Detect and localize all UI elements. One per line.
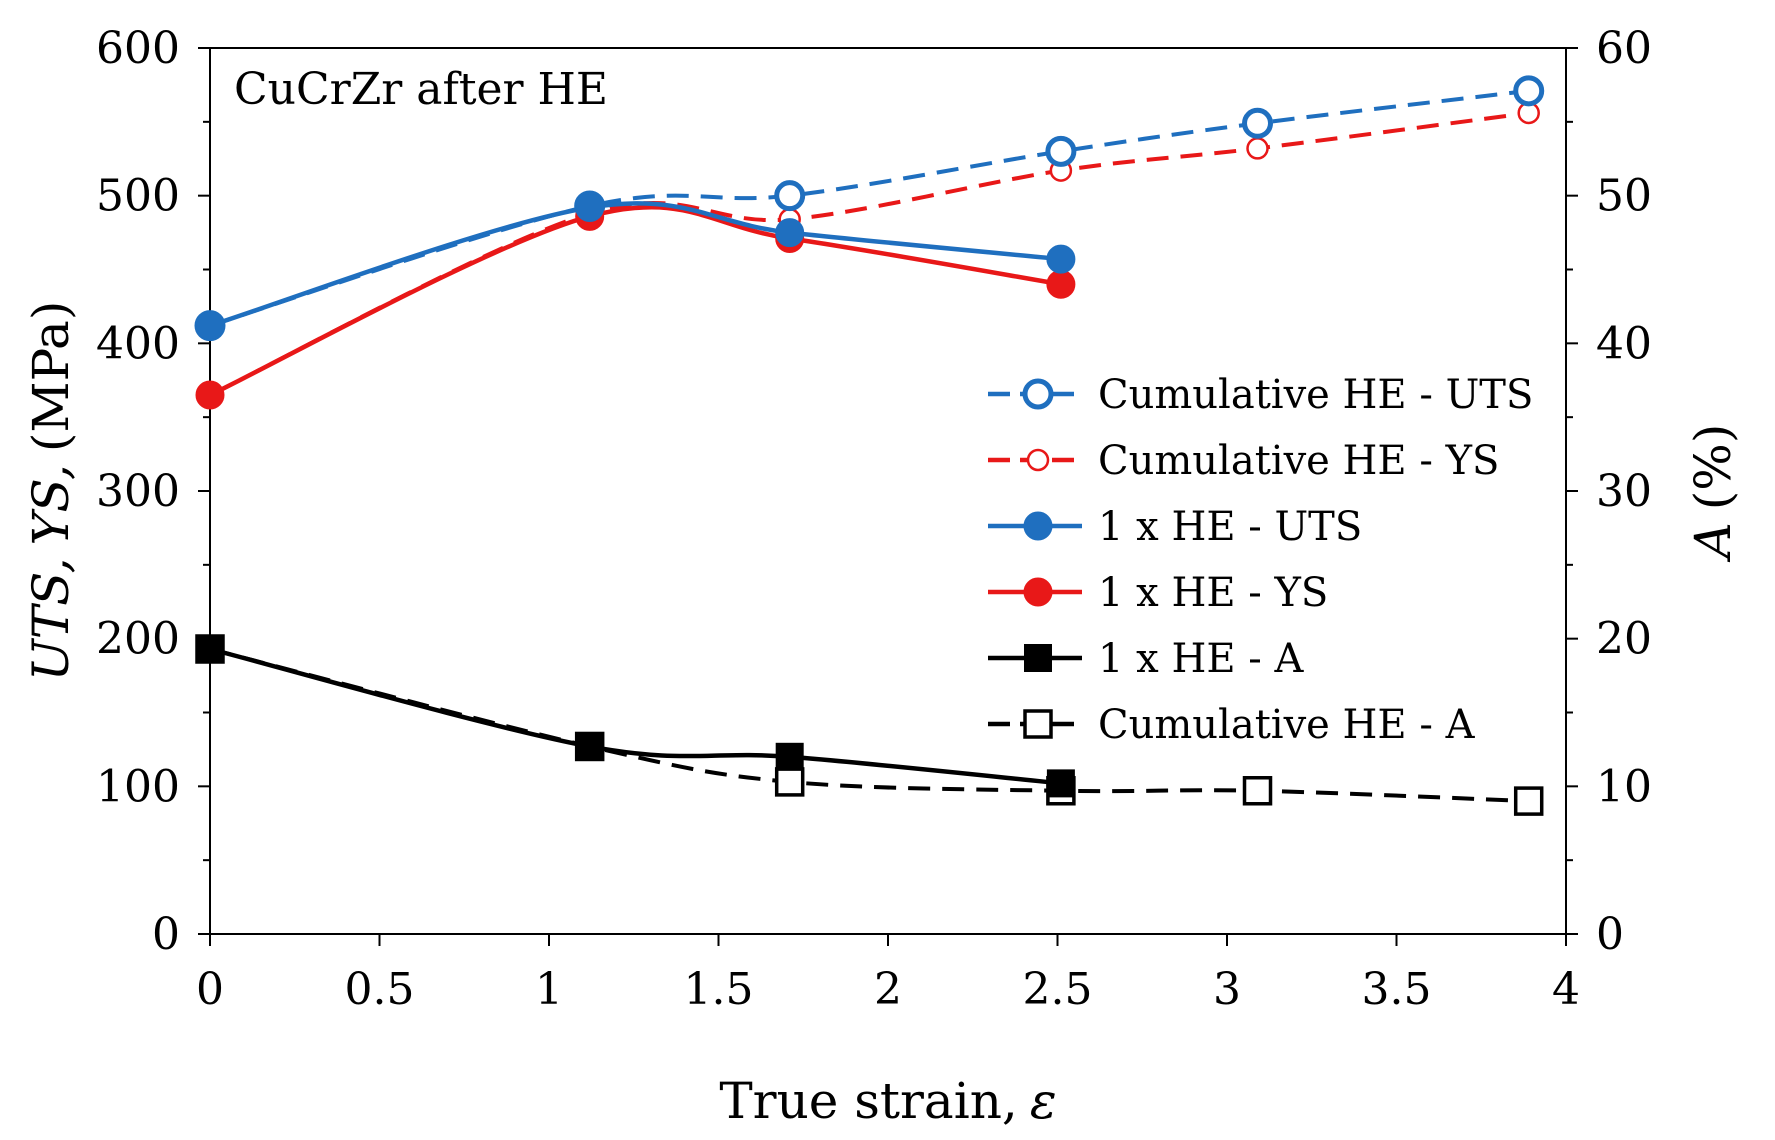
data-point	[774, 767, 805, 797]
x-tick-label: 2	[874, 964, 902, 1015]
data-point	[1242, 776, 1273, 806]
y-left-tick-label: 100	[96, 761, 180, 812]
y-right-tick-label: 40	[1596, 318, 1652, 369]
y-right-tick-label: 50	[1596, 171, 1652, 222]
y-right-tick-label: 60	[1596, 23, 1652, 74]
x-tick-label: 3	[1213, 964, 1241, 1015]
legend-label: 1 x HE - YS	[1098, 570, 1328, 616]
legend-item: Cumulative HE - UTS	[988, 372, 1533, 418]
data-point	[1246, 137, 1269, 160]
data-point	[1046, 269, 1076, 299]
x-tick-label: 2.5	[1023, 964, 1093, 1015]
series-1	[198, 101, 1540, 407]
legend-marker	[1022, 378, 1054, 410]
data-point	[196, 635, 224, 664]
x-tick-label: 4	[1552, 964, 1580, 1015]
y-left-title-unit: (MPa)	[22, 301, 80, 452]
legend-item: 1 x HE - A	[988, 636, 1304, 682]
x-tick-label: 0.5	[345, 964, 415, 1015]
x-axis-title-text: True strain,	[719, 1072, 1018, 1130]
y-right-tick-label: 20	[1596, 614, 1652, 665]
data-point	[195, 311, 225, 341]
data-point	[195, 380, 225, 410]
data-point	[1513, 786, 1544, 816]
legend-item: Cumulative HE - A	[988, 702, 1476, 748]
series-line	[209, 201, 1062, 328]
legend-label: Cumulative HE - YS	[1098, 438, 1499, 484]
x-tick-label: 3.5	[1362, 964, 1432, 1015]
legend-item: 1 x HE - UTS	[988, 504, 1362, 550]
data-point	[774, 180, 806, 212]
data-point	[1046, 769, 1075, 798]
y-right-title-unit: (%)	[1684, 424, 1742, 511]
data-point	[775, 742, 804, 771]
y-right-tick-label: 10	[1596, 761, 1652, 812]
y-left-tick-label: 300	[96, 466, 180, 517]
data-point	[1046, 244, 1076, 274]
x-axis-title: True strain, ε	[719, 1072, 1056, 1130]
x-tick-label: 1.5	[684, 964, 754, 1015]
y-left-tick-label: 600	[96, 23, 180, 74]
x-tick-label: 1	[535, 964, 563, 1015]
data-point	[575, 732, 604, 761]
series-3	[195, 201, 1076, 410]
data-point	[775, 218, 805, 248]
series-line	[209, 646, 1062, 786]
legend-item: 1 x HE - YS	[988, 570, 1328, 616]
series-2	[195, 192, 1076, 341]
y-left-title-uts: UTS,	[22, 557, 80, 681]
legend-label: 1 x HE - UTS	[1098, 504, 1362, 550]
series-line	[209, 88, 1529, 328]
y-left-tick-label: 400	[96, 318, 180, 369]
data-point	[1242, 107, 1274, 139]
legend: Cumulative HE - UTS Cumulative HE - YS 1 x…	[988, 372, 1533, 748]
data-point	[575, 192, 605, 222]
y-right-tick-label: 0	[1596, 909, 1624, 960]
x-axis-title-symbol: ε	[1030, 1072, 1057, 1130]
legend-marker	[1023, 511, 1053, 541]
y-left-tick-label: 200	[96, 614, 180, 665]
data-point	[1045, 135, 1077, 167]
y-left-title-ys: YS,	[22, 464, 80, 545]
y-right-title-a: A	[1684, 522, 1742, 562]
chart-annotation: CuCrZr after HE	[234, 64, 608, 115]
x-tick-label: 0	[196, 964, 224, 1015]
series-line	[209, 110, 1529, 397]
legend-marker	[1026, 448, 1050, 472]
legend-marker	[1024, 644, 1052, 672]
legend-label: 1 x HE - A	[1098, 636, 1304, 682]
y-left-tick-label: 500	[96, 171, 180, 222]
legend-marker	[1023, 709, 1053, 739]
y-right-axis-title: A (%)	[1684, 424, 1742, 563]
data-point	[1513, 75, 1545, 107]
legend-label: Cumulative HE - UTS	[1098, 372, 1533, 418]
y-left-tick-label: 0	[152, 909, 180, 960]
y-left-axis-title: UTS, YS, (MPa)	[22, 301, 80, 682]
series-line	[209, 204, 1062, 398]
legend-label: Cumulative HE - A	[1098, 702, 1476, 748]
legend-marker	[1023, 577, 1053, 607]
legend-item: Cumulative HE - YS	[988, 438, 1499, 484]
series-4	[196, 635, 1075, 798]
y-right-tick-label: 30	[1596, 466, 1652, 517]
